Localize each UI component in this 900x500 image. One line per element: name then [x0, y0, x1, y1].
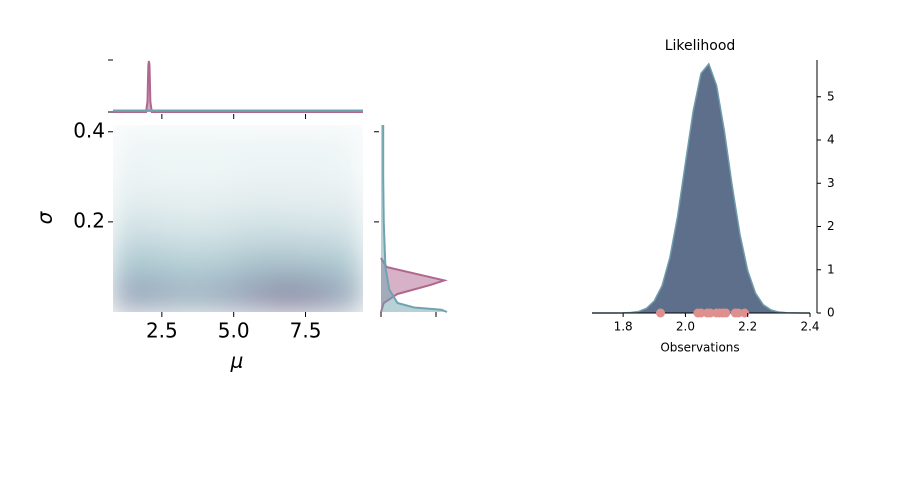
- y-tick-label: 0.4: [73, 118, 105, 142]
- heat-cell: [113, 249, 145, 282]
- x-tick-label: 5.0: [218, 319, 250, 343]
- density-area: [381, 125, 447, 312]
- y-tick-label: 1: [827, 262, 835, 276]
- observation: [705, 308, 715, 318]
- heat-cell: [206, 155, 239, 188]
- heat-cell: [206, 125, 239, 157]
- chart-title: Likelihood: [665, 38, 736, 54]
- x-tick-label: 2.0: [676, 320, 695, 334]
- x-tick-label: 2.5: [146, 319, 178, 343]
- heatmap-cells: [113, 125, 363, 312]
- density-area: [381, 257, 445, 312]
- heat-cell: [143, 125, 176, 157]
- heat-cell: [175, 155, 208, 188]
- y-tick-label: 3: [827, 176, 835, 190]
- heat-cell: [113, 125, 145, 157]
- x-tick-label: 1.8: [614, 320, 633, 334]
- heat-cell: [237, 280, 270, 312]
- x-axis-label: Observations: [660, 341, 739, 355]
- heat-cell: [175, 125, 208, 157]
- heat-cell: [175, 249, 208, 282]
- heat-cell: [237, 125, 270, 157]
- heat-cell: [175, 280, 208, 312]
- heat-cell: [113, 280, 145, 312]
- heat-cell: [143, 155, 176, 188]
- y-tick-label: 0: [827, 306, 835, 320]
- heat-cell: [331, 125, 363, 157]
- heat-cell: [268, 125, 301, 157]
- heat-cell: [331, 280, 363, 312]
- heat-cell: [206, 186, 239, 219]
- heat-cell: [206, 280, 239, 312]
- observation: [656, 308, 666, 318]
- heat-cell: [300, 186, 333, 219]
- y-tick-label: 2: [827, 219, 835, 233]
- heat-cell: [331, 186, 363, 219]
- heat-cell: [113, 186, 145, 219]
- heat-cell: [143, 218, 176, 251]
- x-tick-label: 7.5: [290, 319, 322, 343]
- heat-cell: [237, 155, 270, 188]
- heat-cell: [268, 218, 301, 251]
- y-tick-label: 5: [827, 89, 835, 103]
- heat-cell: [331, 155, 363, 188]
- heat-cell: [268, 249, 301, 282]
- heat-cell: [300, 249, 333, 282]
- heat-cell: [331, 218, 363, 251]
- heatmap: [113, 125, 363, 312]
- heat-cell: [175, 186, 208, 219]
- heat-cell: [113, 155, 145, 188]
- heat-cell: [237, 218, 270, 251]
- heat-cell: [237, 186, 270, 219]
- heat-cell: [300, 280, 333, 312]
- observation: [740, 308, 750, 318]
- heat-cell: [268, 280, 301, 312]
- observation: [733, 308, 743, 318]
- heat-cell: [175, 218, 208, 251]
- heat-cell: [268, 186, 301, 219]
- likelihood-area: [592, 63, 810, 314]
- heat-cell: [300, 125, 333, 157]
- x-tick-label: 2.2: [738, 320, 757, 334]
- density-line: [382, 125, 448, 313]
- x-axis-label: μ: [230, 349, 244, 373]
- heat-cell: [143, 249, 176, 282]
- observation: [721, 308, 731, 318]
- heat-cell: [143, 186, 176, 219]
- density-line: [113, 60, 363, 113]
- y-tick-label: 4: [827, 133, 835, 147]
- heat-cell: [113, 218, 145, 251]
- y-tick-label: 0.2: [73, 208, 105, 232]
- heat-cell: [268, 155, 301, 188]
- x-tick-label: 2.4: [800, 320, 819, 334]
- heat-cell: [237, 249, 270, 282]
- observation: [696, 308, 706, 318]
- heat-cell: [143, 280, 176, 312]
- heat-cell: [331, 249, 363, 282]
- heat-cell: [206, 218, 239, 251]
- heat-cell: [300, 155, 333, 188]
- heat-cell: [300, 218, 333, 251]
- y-axis-label: σ: [33, 210, 57, 224]
- heat-cell: [206, 249, 239, 282]
